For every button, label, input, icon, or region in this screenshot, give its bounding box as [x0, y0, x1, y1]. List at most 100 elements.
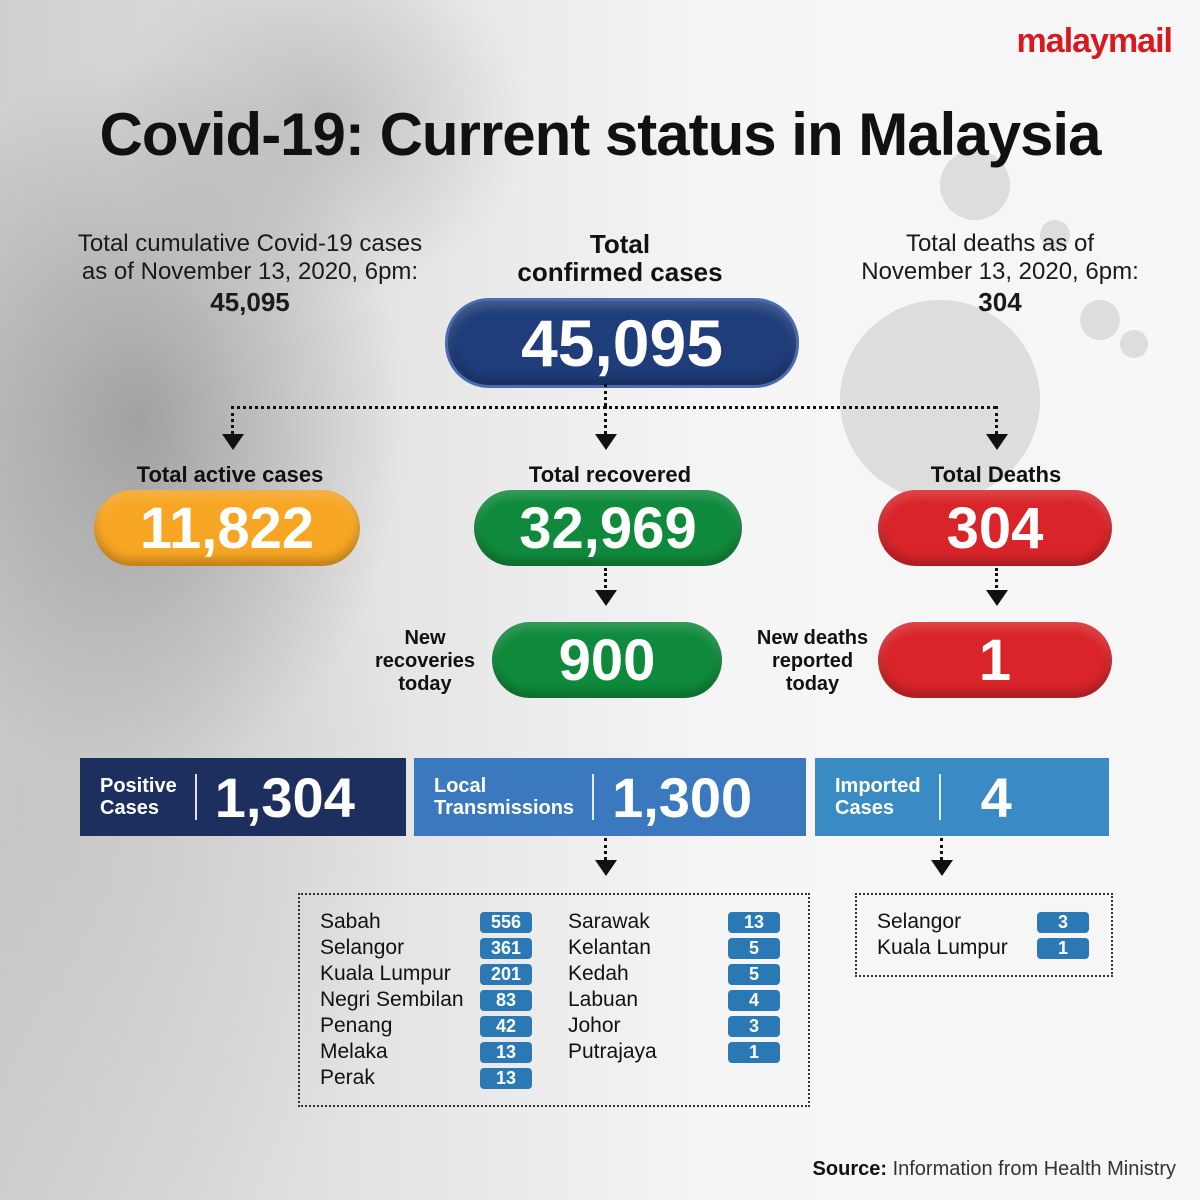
list-item: Selangor — [320, 935, 404, 961]
deaths-pill: 304 — [878, 490, 1112, 566]
count-badge: 3 — [1037, 912, 1089, 933]
new-deaths-line2: reported — [771, 650, 854, 672]
imported-cases-label: Imported Cases — [815, 775, 921, 819]
positive-cases-value: 1,304 — [214, 765, 355, 829]
state-name: Labuan — [568, 988, 639, 1011]
deaths-value: 304 — [946, 495, 1044, 561]
imported-cases-value: 4 — [980, 765, 1012, 829]
new-recoveries-label: New recoveries today — [360, 627, 490, 696]
state-name: Penang — [320, 1014, 393, 1037]
state-name: Kuala Lumpur — [877, 936, 1008, 959]
state-name: Sabah — [320, 910, 381, 933]
connector-imported-down — [940, 838, 943, 860]
virus-spike — [1040, 220, 1070, 250]
count-badge: 13 — [480, 1042, 532, 1063]
positive-cases-bar: Positive Cases 1,304 — [80, 758, 406, 836]
confirmed-value: 45,095 — [521, 306, 723, 380]
active-pill: 11,822 — [94, 490, 360, 566]
count-badge: 1 — [728, 1042, 780, 1063]
confirmed-pill: 45,095 — [445, 298, 799, 388]
arrow-down-icon — [595, 590, 617, 606]
count-badge: 3 — [728, 1016, 780, 1037]
confirmed-label-line2: confirmed cases — [517, 257, 723, 287]
recovered-pill: 32,969 — [474, 490, 742, 566]
new-deaths-value: 1 — [978, 627, 1012, 693]
virus-spike — [1080, 300, 1120, 340]
state-name: Selangor — [877, 910, 962, 933]
arrow-down-icon — [986, 434, 1008, 450]
confirmed-label: Total confirmed cases — [470, 230, 770, 286]
local-transmissions-label-line1: Local — [434, 775, 487, 797]
right-summary: Total deaths as of November 13, 2020, 6p… — [800, 230, 1200, 316]
recovered-label: Total recovered — [528, 462, 692, 487]
connector-local-down — [604, 838, 607, 860]
arrow-down-icon — [595, 434, 617, 450]
list-item: Labuan — [568, 987, 638, 1013]
new-deaths-line1: New deaths — [756, 627, 869, 649]
virus-spike — [1120, 330, 1148, 358]
imported-breakdown-box: Selangor 3 Kuala Lumpur 1 — [855, 893, 1113, 977]
imported-cases-label-line2: Cases — [835, 797, 894, 819]
left-summary: Total cumulative Covid-19 cases as of No… — [40, 230, 460, 316]
local-breakdown-box: Sabah 556 Selangor 361 Kuala Lumpur 201 … — [298, 893, 810, 1107]
local-transmissions-value: 1,300 — [612, 765, 753, 829]
list-item: Kuala Lumpur — [320, 961, 451, 987]
imported-cases-label-line1: Imported — [835, 775, 921, 797]
arrow-down-icon — [222, 434, 244, 450]
state-name: Selangor — [320, 936, 405, 959]
confirmed-label-line1: Total — [589, 229, 651, 259]
list-item: Selangor — [877, 909, 961, 935]
left-summary-line1: Total cumulative Covid-19 cases — [77, 230, 423, 257]
state-name: Melaka — [320, 1040, 388, 1063]
state-name: Kelantan — [568, 936, 651, 959]
count-badge: 42 — [480, 1016, 532, 1037]
count-badge: 361 — [480, 938, 532, 959]
new-deaths-pill: 1 — [878, 622, 1112, 698]
source-note: Source: Information from Health Ministry — [813, 1158, 1176, 1181]
list-item: Sabah — [320, 909, 381, 935]
connector-left-down — [231, 406, 234, 434]
state-name: Kuala Lumpur — [320, 962, 451, 985]
bar-separator — [194, 774, 197, 820]
list-item: Penang — [320, 1013, 392, 1039]
connector-right-down — [995, 406, 998, 434]
count-badge: 13 — [728, 912, 780, 933]
bar-separator — [592, 774, 595, 820]
new-recoveries-line3: today — [398, 673, 452, 695]
new-recoveries-line1: New — [404, 627, 446, 649]
right-summary-line1: Total deaths as of — [905, 230, 1095, 257]
local-transmissions-bar: Local Transmissions 1,300 — [414, 758, 806, 836]
count-badge: 83 — [480, 990, 532, 1011]
count-badge: 556 — [480, 912, 532, 933]
state-name: Sarawak — [568, 910, 650, 933]
left-summary-value: 45,095 — [210, 287, 290, 317]
state-name: Johor — [568, 1014, 621, 1037]
new-deaths-line3: today — [785, 673, 840, 695]
active-value: 11,822 — [139, 495, 315, 561]
list-item: Negri Sembilan — [320, 987, 464, 1013]
positive-cases-label-line2: Cases — [100, 797, 159, 819]
list-item: Perak — [320, 1065, 375, 1091]
list-item: Putrajaya — [568, 1039, 657, 1065]
deaths-label: Total Deaths — [930, 462, 1062, 487]
new-recoveries-pill: 900 — [492, 622, 722, 698]
right-summary-line2: November 13, 2020, 6pm: — [861, 258, 1139, 285]
new-recoveries-value: 900 — [558, 627, 656, 693]
right-summary-value: 304 — [978, 287, 1022, 317]
count-badge: 4 — [728, 990, 780, 1011]
list-item: Kedah — [568, 961, 629, 987]
bar-separator — [938, 774, 941, 820]
list-item: Melaka — [320, 1039, 388, 1065]
positive-cases-label: Positive Cases — [80, 775, 177, 819]
count-badge: 13 — [480, 1068, 532, 1089]
arrow-down-icon — [595, 860, 617, 876]
imported-cases-bar: Imported Cases 4 — [815, 758, 1109, 836]
state-name: Kedah — [568, 962, 629, 985]
source-text: Information from Health Ministry — [887, 1158, 1176, 1180]
source-label: Source: — [812, 1158, 888, 1180]
brand-logo: malaymail — [1016, 22, 1173, 60]
list-item: Kelantan — [568, 935, 651, 961]
count-badge: 5 — [728, 938, 780, 959]
list-item: Sarawak — [568, 909, 650, 935]
arrow-down-icon — [931, 860, 953, 876]
